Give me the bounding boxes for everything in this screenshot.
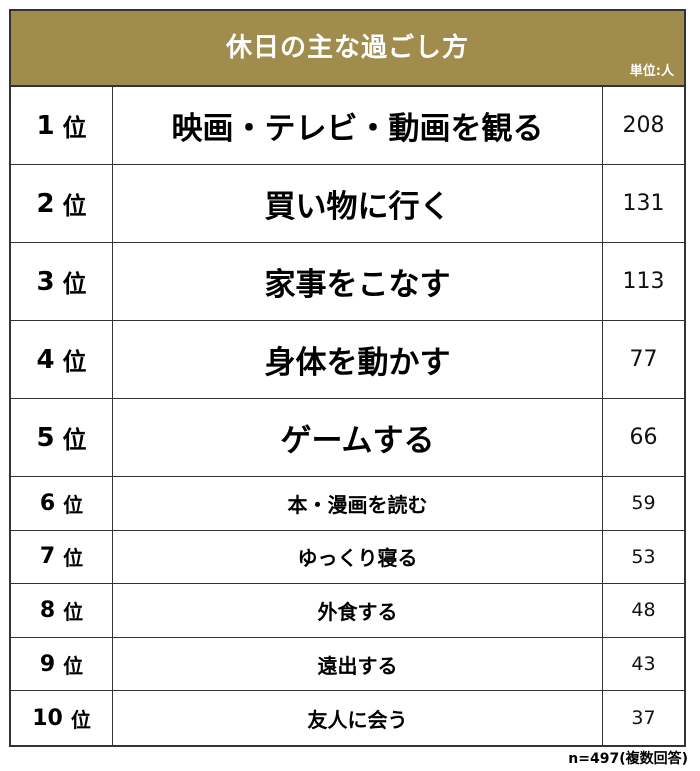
rank-number: 5: [36, 422, 55, 453]
activity-cell: ゆっくり寝る: [113, 530, 603, 584]
table-row: 6 位 本・漫画を読む 59: [11, 477, 684, 531]
rank-number: 6: [39, 490, 56, 516]
sample-size-note: n=497(複数回答): [568, 751, 688, 767]
table-row: 10 位 友人に会う 37: [11, 691, 684, 745]
table-row: 5 位 ゲームする 66: [11, 399, 684, 477]
rank-number: 2: [36, 188, 55, 219]
count-cell: 131: [622, 191, 665, 216]
rank-cell: 4 位: [11, 321, 113, 398]
count-cell: 77: [629, 347, 658, 372]
rank-number: 1: [36, 110, 55, 141]
activity-cell: 家事をこなす: [113, 243, 603, 320]
ranking-table: 休日の主な過ごし方 単位:人 1 位 映画・テレビ・動画を観る 208 2 位 …: [9, 9, 686, 747]
rank-suffix: 位: [62, 270, 87, 298]
rank-cell: 5 位: [11, 399, 113, 476]
rank-cell: 3 位: [11, 243, 113, 320]
rank-number: 3: [36, 266, 55, 297]
table-row: 1 位 映画・テレビ・動画を観る 208: [11, 87, 684, 165]
count-cell: 43: [631, 653, 656, 676]
rank-cell: 8 位: [11, 584, 113, 637]
rank-cell: 6 位: [11, 477, 113, 530]
rank-cell: 10 位: [11, 691, 113, 745]
activity-cell: 買い物に行く: [113, 165, 603, 242]
activity-cell: 友人に会う: [113, 691, 603, 745]
rank-cell: 2 位: [11, 165, 113, 242]
page-title: 休日の主な過ごし方: [225, 33, 469, 63]
rank-cell: 9 位: [11, 637, 113, 691]
count-cell: 37: [631, 707, 656, 730]
rank-suffix: 位: [62, 114, 87, 142]
rank-number: 9: [39, 651, 56, 677]
rank-suffix: 位: [63, 546, 84, 571]
table-row: 8 位 外食する 48: [11, 584, 684, 638]
rank-cell: 1 位: [11, 87, 113, 164]
unit-label: 単位:人: [629, 64, 674, 79]
activity-cell: 遠出する: [113, 637, 603, 691]
rank-suffix: 位: [62, 348, 87, 376]
rank-number: 4: [36, 344, 55, 375]
count-cell: 66: [629, 425, 658, 450]
rank-suffix: 位: [63, 653, 84, 678]
table-row: 9 位 遠出する 43: [11, 637, 684, 692]
rank-suffix: 位: [62, 192, 87, 220]
count-cell: 59: [631, 492, 656, 515]
table-row: 4 位 身体を動かす 77: [11, 321, 684, 399]
activity-cell: ゲームする: [113, 399, 603, 476]
table-row: 3 位 家事をこなす 113: [11, 243, 684, 321]
rank-suffix: 位: [63, 599, 84, 624]
count-cell: 113: [622, 269, 665, 294]
activity-cell: 身体を動かす: [113, 321, 603, 398]
rank-number: 10: [32, 705, 63, 731]
rank-number: 7: [39, 544, 56, 570]
table-header: 休日の主な過ごし方 単位:人: [11, 11, 684, 87]
rank-suffix: 位: [62, 426, 87, 454]
count-cell: 53: [631, 545, 656, 568]
rank-suffix: 位: [70, 707, 91, 732]
rank-number: 8: [39, 597, 56, 623]
activity-cell: 本・漫画を読む: [113, 477, 603, 530]
activity-cell: 外食する: [113, 584, 603, 637]
rank-cell: 7 位: [11, 530, 113, 584]
rank-suffix: 位: [63, 492, 84, 517]
count-cell: 208: [622, 113, 665, 138]
activity-cell: 映画・テレビ・動画を観る: [113, 87, 603, 164]
count-cell: 48: [631, 599, 656, 622]
table-row: 7 位 ゆっくり寝る 53: [11, 530, 684, 585]
table-row: 2 位 買い物に行く 131: [11, 165, 684, 243]
